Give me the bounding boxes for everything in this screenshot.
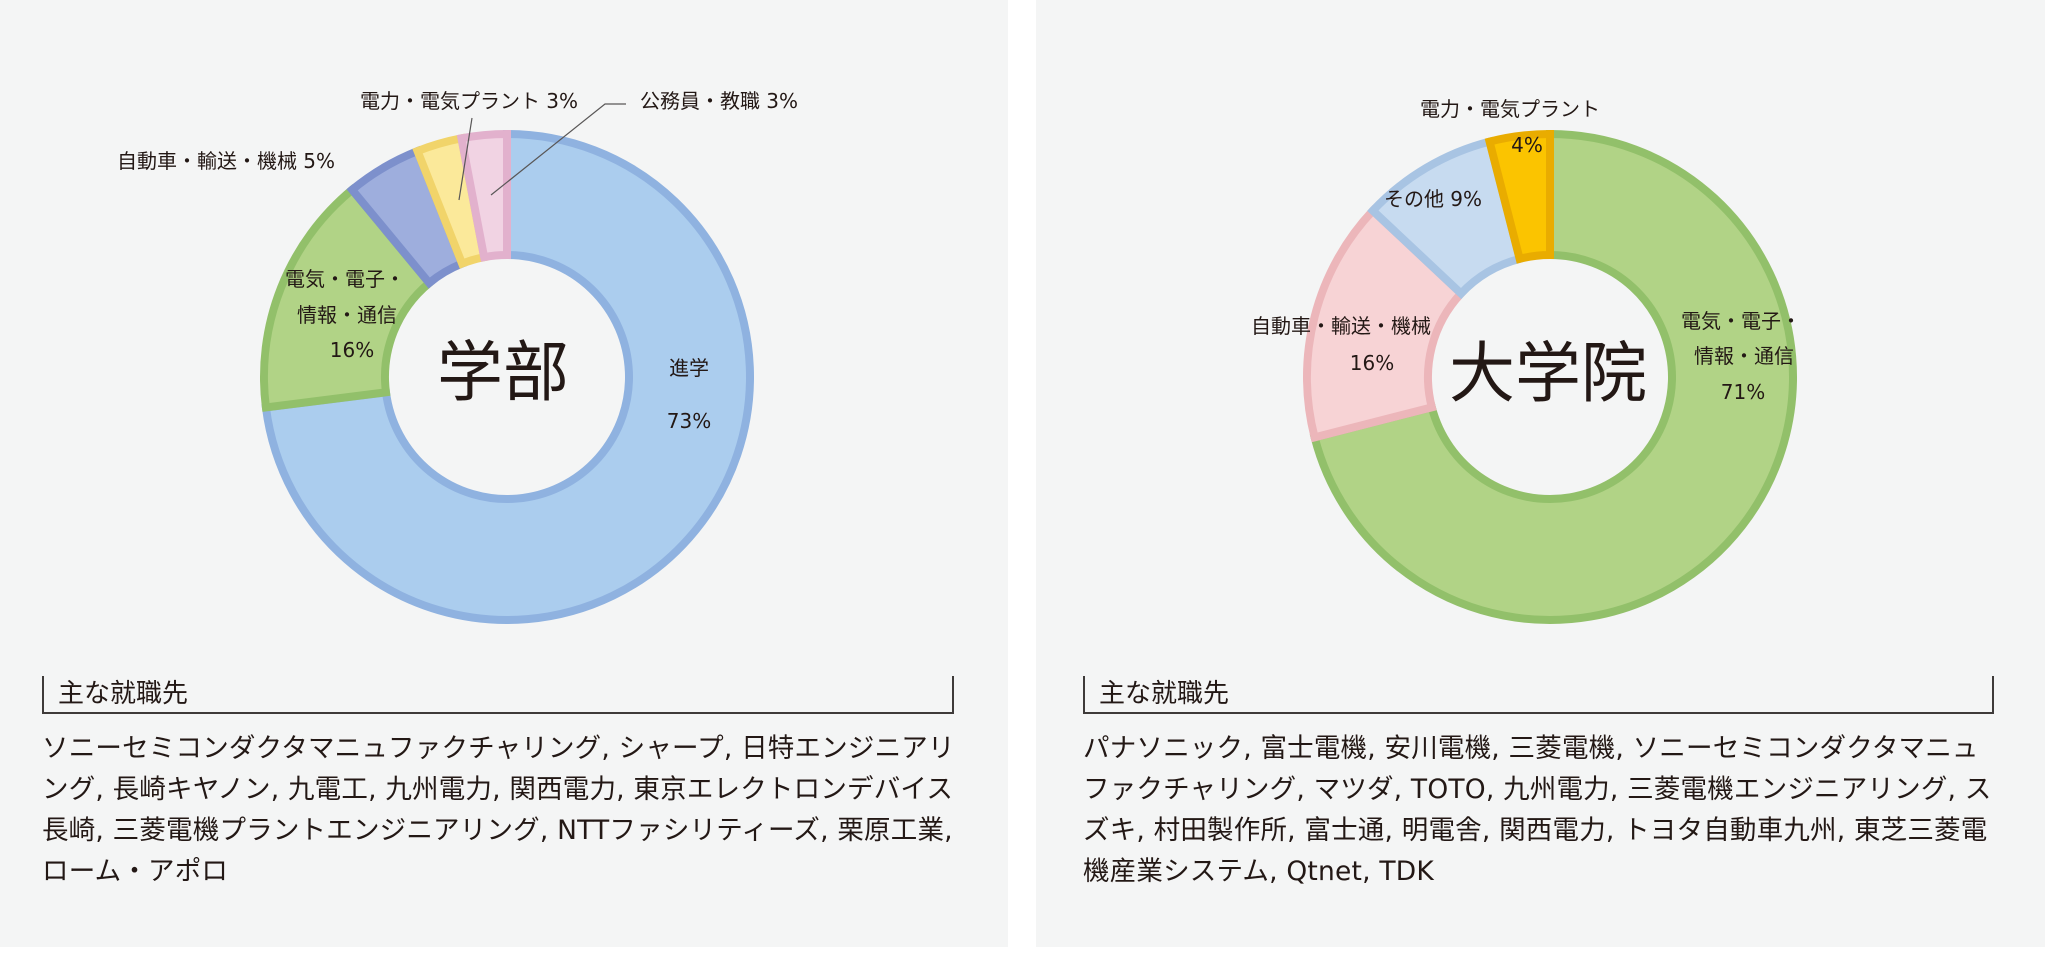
graduate-panel: 大学院 電気・電子・ 情報・通信 71% 自動車・輸送・機械 16% その他 9… <box>1036 0 2045 947</box>
slice-label-denki-line2: 情報・通信 <box>297 303 397 327</box>
slice-value-shingaku: 73% <box>667 409 711 433</box>
slice-label-sonota: その他 9% <box>1384 187 1482 211</box>
donut-slice-4 <box>456 129 511 262</box>
graduate-slices <box>1303 129 1797 624</box>
donut-slice-3 <box>1484 129 1554 264</box>
undergraduate-panel: 学部 進学 73% 電気・電子・ 情報・通信 16% 自動車・輸送・機械 5% … <box>0 0 1008 947</box>
slice-label-komuin: 公務員・教職 3% <box>640 89 798 113</box>
slice-value-denki: 71% <box>1721 380 1765 404</box>
slice-value-jidosha: 16% <box>1350 351 1394 375</box>
employers-heading-box: 主な就職先 <box>42 676 954 714</box>
undergraduate-slices <box>260 129 754 624</box>
leader-line-denryoku <box>458 117 473 201</box>
slice-label-denki-line2: 情報・通信 <box>1694 344 1794 368</box>
slice-label-denki-line1: 電気・電子・ <box>1681 309 1801 333</box>
donut-slice-0 <box>1309 129 1797 624</box>
donut-slice-0 <box>261 129 754 624</box>
undergraduate-donut-chart: 学部 進学 73% 電気・電子・ 情報・通信 16% 自動車・輸送・機械 5% … <box>117 89 798 624</box>
employers-heading: 主な就職先 <box>58 679 189 709</box>
chart-center-label: 大学院 <box>1449 335 1647 412</box>
slice-label-denryoku: 電力・電気プラント 3% <box>360 89 578 113</box>
slice-label-shingaku: 進学 <box>669 356 709 380</box>
graduate-donut-chart: 大学院 電気・電子・ 情報・通信 71% 自動車・輸送・機械 16% その他 9… <box>1251 97 1801 624</box>
employers-heading-box: 主な就職先 <box>1083 676 1994 714</box>
slice-label-jidosha: 自動車・輸送・機械 5% <box>117 149 335 173</box>
slice-value-denryoku: 4% <box>1511 133 1543 157</box>
employers-heading: 主な就職先 <box>1099 679 1230 709</box>
leader-line-komuin <box>490 103 626 196</box>
donut-slice-1 <box>1303 204 1467 443</box>
employers-list: ソニーセミコンダクタマニュファクチャリング, シャープ, 日特エンジニアリング,… <box>42 733 955 887</box>
slice-label-denryoku: 電力・電気プラント <box>1420 97 1600 121</box>
donut-slice-1 <box>260 184 435 412</box>
slice-value-denki: 16% <box>330 338 374 362</box>
slice-label-jidosha: 自動車・輸送・機械 <box>1251 314 1431 338</box>
chart-center-label: 学部 <box>437 334 569 411</box>
employers-list: パナソニック, 富士電機, 安川電機, 三菱電機, ソニーセミコンダクタマニュフ… <box>1083 733 1992 887</box>
slice-label-denki-line1: 電気・電子・ <box>285 267 405 291</box>
